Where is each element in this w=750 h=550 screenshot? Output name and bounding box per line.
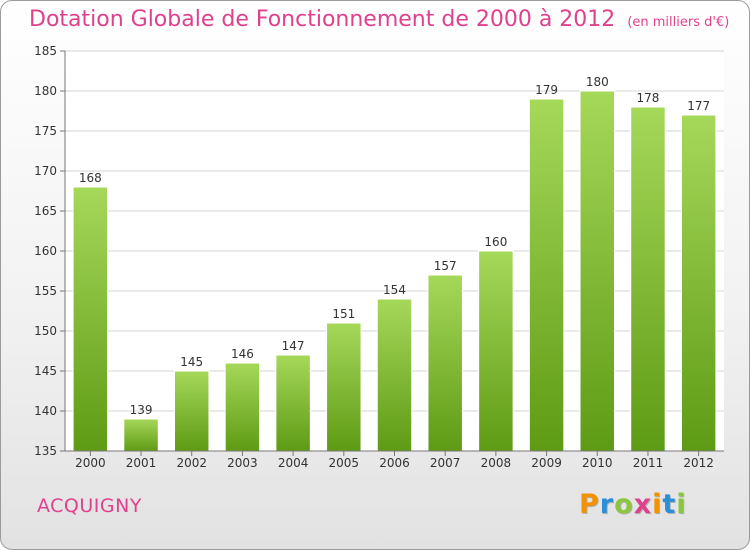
bar-2012	[680, 114, 717, 452]
bar-2001	[123, 418, 159, 452]
value-label-2012: 177	[687, 99, 710, 113]
x-tick-label: 2010	[582, 456, 613, 470]
value-label-2006: 154	[383, 283, 406, 297]
proxiti-logo: Proxiti	[579, 489, 687, 520]
y-tick-label: 180	[34, 84, 57, 98]
x-axis: 2000 2001 2002 2003 2004 2005 2006 2007 2008 2009…	[65, 450, 724, 470]
value-label-2008: 160	[484, 235, 507, 249]
chart-title: Dotation Globale de Fonctionnement de 20…	[29, 7, 729, 32]
x-tick-label: 2000	[75, 456, 106, 470]
value-label-2010: 180	[586, 75, 609, 89]
bar-2010	[579, 90, 616, 452]
value-label-2005: 151	[332, 307, 355, 321]
value-label-2007: 157	[434, 259, 457, 273]
y-tick-label: 145	[34, 364, 57, 378]
x-tick-label: 2002	[176, 456, 207, 470]
bar-2009	[528, 98, 565, 452]
logo-letter: o	[614, 489, 634, 520]
bar-value-labels: 168 139 145 146 147 151 154 157 160 179 180 178 177	[79, 75, 710, 417]
y-tick-label: 175	[34, 124, 57, 138]
logo-letter: t	[662, 489, 677, 520]
bar-2000	[72, 186, 109, 452]
title-text: Dotation Globale de Fonctionnement de 20…	[29, 7, 616, 32]
value-label-2000: 168	[79, 171, 102, 185]
x-tick-label: 2005	[329, 456, 360, 470]
value-label-2011: 178	[637, 91, 660, 105]
y-tick-label: 150	[34, 324, 57, 338]
y-tick-label: 135	[34, 444, 57, 458]
x-tick-label: 2004	[278, 456, 309, 470]
y-axis: 135 140 145 150 155 160 165 170 175 180 185	[34, 44, 66, 458]
bar-2005	[326, 322, 362, 452]
value-label-2001: 139	[130, 403, 153, 417]
x-tick-label: 2011	[633, 456, 664, 470]
logo-letter: i	[676, 489, 687, 520]
bar-2006	[376, 298, 413, 452]
x-tick-label: 2008	[481, 456, 512, 470]
bar-2011	[630, 106, 666, 452]
value-label-2009: 179	[535, 83, 558, 97]
bar-2003	[224, 362, 261, 452]
logo-letter: x	[633, 489, 653, 520]
logo-letter: P	[579, 489, 600, 520]
logo-letter: i	[652, 489, 663, 520]
value-label-2002: 145	[180, 355, 203, 369]
y-tick-label: 165	[34, 204, 57, 218]
y-tick-label: 155	[34, 284, 57, 298]
x-tick-label: 2006	[379, 456, 410, 470]
y-tick-label: 185	[34, 44, 57, 58]
logo-letter: r	[599, 489, 615, 520]
commune-name: ACQUIGNY	[37, 495, 142, 517]
value-label-2003: 146	[231, 347, 254, 361]
bar-2007	[427, 274, 463, 452]
bar-2004	[275, 354, 311, 452]
unit-label: (en milliers d'€)	[627, 15, 730, 30]
x-tick-label: 2001	[126, 456, 157, 470]
y-tick-label: 170	[34, 164, 57, 178]
value-label-2004: 147	[282, 339, 305, 353]
x-tick-label: 2003	[227, 456, 258, 470]
bar-2008	[478, 250, 514, 452]
x-tick-label: 2012	[683, 456, 714, 470]
y-tick-label: 160	[34, 244, 57, 258]
y-tick-label: 140	[34, 404, 57, 418]
x-tick-label: 2009	[531, 456, 562, 470]
x-tick-label: 2007	[430, 456, 461, 470]
bar-2002	[173, 370, 210, 452]
